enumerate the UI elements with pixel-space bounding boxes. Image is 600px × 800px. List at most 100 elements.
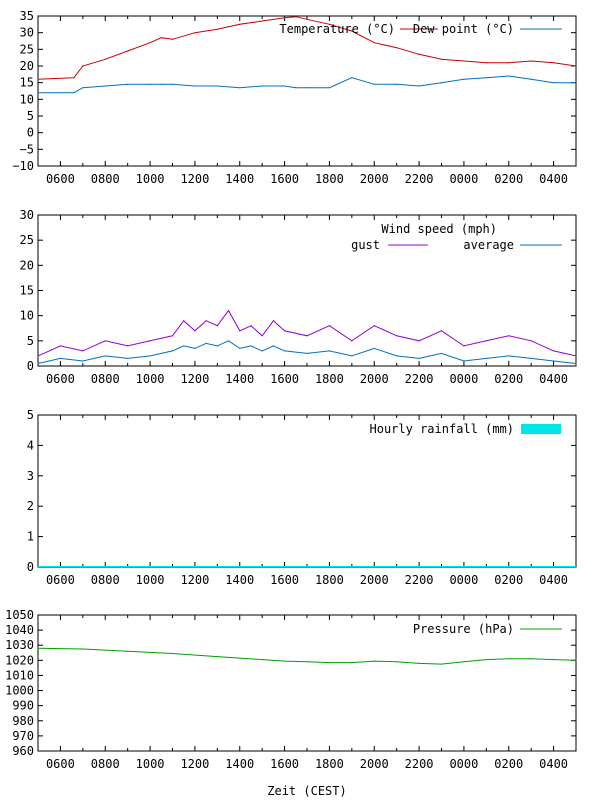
x-tick-label: 0600 xyxy=(46,573,75,587)
data-point xyxy=(396,335,398,337)
y-tick-label: 980 xyxy=(12,714,34,728)
data-point xyxy=(261,658,263,661)
x-tick-label: 1200 xyxy=(180,172,209,186)
x-tick-label: 0600 xyxy=(46,172,75,186)
data-point xyxy=(261,20,263,22)
x-tick-label: 0000 xyxy=(449,372,478,386)
y-tick-label: 20 xyxy=(20,59,34,73)
x-tick-label: 1800 xyxy=(315,172,344,186)
series-line-0 xyxy=(37,647,577,665)
legend-label-average: average xyxy=(463,238,514,252)
data-point xyxy=(440,330,443,332)
data-point xyxy=(418,357,420,360)
rainfall-plot-frame xyxy=(37,414,577,568)
x-tick-label: 1600 xyxy=(270,172,299,186)
x-tick-label: 0000 xyxy=(449,172,478,186)
y-tick-label: −10 xyxy=(12,159,34,173)
data-point xyxy=(351,662,353,664)
y-tick-label: 30 xyxy=(20,26,34,40)
x-tick-label: 1600 xyxy=(270,757,299,771)
data-point xyxy=(418,53,420,55)
data-point xyxy=(37,355,39,357)
y-tick-label: 4 xyxy=(27,438,34,452)
data-point xyxy=(530,357,532,360)
data-point xyxy=(463,60,465,62)
data-point xyxy=(575,362,577,365)
y-tick-label: 1 xyxy=(27,530,34,544)
x-tick-label: 0800 xyxy=(91,172,120,186)
temperature-plot-frame xyxy=(37,15,577,167)
y-tick-label: 15 xyxy=(20,284,34,298)
wind-panel: 30 25 20 15 10 5 0 0600 0800 1000 1200 1400 1600 180… xyxy=(20,208,577,386)
data-point xyxy=(261,85,263,87)
data-point xyxy=(485,658,487,661)
legend-label-rainfall: Hourly rainfall (mm) xyxy=(370,422,515,436)
data-point xyxy=(239,330,241,332)
y-tick-label: 1050 xyxy=(5,608,34,622)
data-point xyxy=(485,357,487,360)
data-point xyxy=(227,310,230,312)
data-point xyxy=(440,82,443,84)
data-point xyxy=(261,350,263,352)
data-point xyxy=(149,340,151,342)
x-tick-label: 0200 xyxy=(494,757,523,771)
data-point xyxy=(261,335,263,337)
wind-x-axis: 0600 0800 1000 1200 1400 1600 1800 2000 2200 0000… xyxy=(46,215,568,386)
data-point xyxy=(552,350,555,352)
data-point xyxy=(575,82,577,84)
data-point xyxy=(194,32,196,34)
data-point xyxy=(250,345,252,347)
legend-label-pressure: Pressure (hPa) xyxy=(413,622,514,636)
data-point xyxy=(306,352,308,355)
data-point xyxy=(127,345,129,347)
data-point xyxy=(149,355,151,357)
y-tick-label: 0 xyxy=(27,359,34,373)
series-line-0 xyxy=(37,309,577,357)
data-point xyxy=(171,350,174,352)
x-tick-label: 1600 xyxy=(270,573,299,587)
y-tick-label: 35 xyxy=(20,9,34,23)
data-point xyxy=(37,362,39,365)
data-point xyxy=(171,83,174,85)
data-point xyxy=(530,340,532,342)
data-point xyxy=(440,352,443,355)
data-point xyxy=(306,335,308,337)
data-point xyxy=(82,350,84,352)
data-point xyxy=(104,355,106,357)
x-tick-label: 0400 xyxy=(539,757,568,771)
data-point xyxy=(351,340,353,342)
data-point xyxy=(328,350,331,352)
data-point xyxy=(552,62,555,64)
data-point xyxy=(396,661,398,663)
data-point xyxy=(328,325,331,327)
data-point xyxy=(216,345,218,347)
data-point xyxy=(37,647,39,649)
series-line-1 xyxy=(38,75,576,94)
data-point xyxy=(82,360,84,362)
data-point xyxy=(306,18,308,20)
data-point xyxy=(127,50,129,52)
x-tick-label: 2000 xyxy=(360,172,389,186)
x-tick-label: 1000 xyxy=(136,573,165,587)
data-point xyxy=(171,38,174,40)
data-point xyxy=(216,28,218,30)
data-point xyxy=(283,660,286,662)
x-tick-label: 1800 xyxy=(315,573,344,587)
wind-series xyxy=(37,309,577,365)
x-tick-label: 1000 xyxy=(136,757,165,771)
data-point xyxy=(508,335,510,337)
data-point xyxy=(351,77,353,79)
x-tick-label: 1000 xyxy=(136,372,165,386)
x-tick-label: 0800 xyxy=(91,573,120,587)
temperature-panel: 35 30 25 20 15 10 5 0 −5 −10 0600 0800 1000 1200 1400… xyxy=(12,9,577,186)
data-point xyxy=(283,330,286,332)
y-tick-label: 990 xyxy=(12,699,34,713)
y-tick-label: 960 xyxy=(12,744,34,758)
temperature-legend: Temperature (°C) Dew point (°C) xyxy=(279,22,562,36)
wind-legend: Wind speed (mph) gust average xyxy=(351,222,562,252)
y-tick-label: −5 xyxy=(20,142,34,156)
y-tick-label: 1000 xyxy=(5,684,34,698)
x-tick-label: 2200 xyxy=(405,573,434,587)
data-point xyxy=(552,360,555,362)
